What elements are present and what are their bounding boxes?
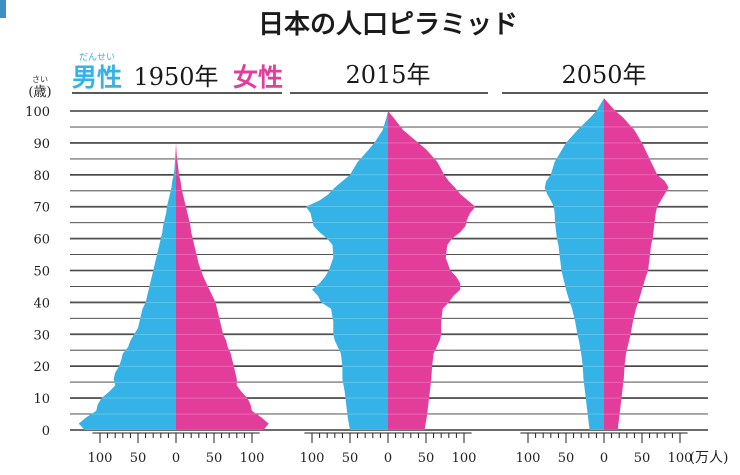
chart-title: 日本の人口ピラミッド <box>258 10 518 40</box>
x-tick-label-100: 100 <box>300 451 325 466</box>
x-tick-label-100: 100 <box>240 451 265 466</box>
panel-year-1950: 1950年 <box>133 63 218 91</box>
x-tick-label-0: 0 <box>384 451 392 466</box>
x-tick-label-50: 50 <box>634 451 651 466</box>
x-tick-label-0: 0 <box>600 451 608 466</box>
age-tick-0: 0 <box>42 424 50 439</box>
female-area-2050年 <box>604 98 669 431</box>
x-tick-label-100: 100 <box>516 451 541 466</box>
age-tick-90: 90 <box>33 137 50 152</box>
y-axis-ruby: さい <box>32 75 48 84</box>
female-area-1950年 <box>176 142 269 430</box>
panel-year-2050: 2050年 <box>561 61 646 89</box>
female-area-2015年 <box>388 111 476 430</box>
x-tick-label-50: 50 <box>418 451 435 466</box>
labels: 日本の人口ピラミッド さい (歳) だんせい 男性 1950年 女性 2015年… <box>25 10 728 466</box>
male-area-2050年 <box>544 98 604 431</box>
age-tick-80: 80 <box>33 169 50 184</box>
gridline-overlay <box>70 110 708 443</box>
age-tick-70: 70 <box>33 201 50 216</box>
age-tick-40: 40 <box>33 296 50 311</box>
male-area-2015年 <box>305 111 388 430</box>
age-tick-30: 30 <box>33 328 50 343</box>
x-tick-label-100: 100 <box>668 451 693 466</box>
x-tick-label-50: 50 <box>342 451 359 466</box>
x-tick-label-50: 50 <box>130 451 147 466</box>
legend-female: 女性 <box>233 63 283 92</box>
x-tick-label-100: 100 <box>88 451 113 466</box>
x-tick-label-100: 100 <box>452 451 477 466</box>
age-tick-50: 50 <box>33 265 50 280</box>
legend-male-ruby: だんせい <box>79 52 115 63</box>
age-tick-10: 10 <box>33 392 50 407</box>
age-tick-20: 20 <box>33 360 50 375</box>
x-tick-label-50: 50 <box>206 451 223 466</box>
age-tick-60: 60 <box>33 233 50 248</box>
y-axis-label: (歳) <box>28 85 51 100</box>
x-tick-label-0: 0 <box>172 451 180 466</box>
corner-accent <box>0 0 6 18</box>
pyramid-shapes <box>78 98 669 431</box>
male-area-1950年 <box>78 142 176 430</box>
panel-year-2015: 2015年 <box>345 61 430 89</box>
legend-male: 男性 <box>72 63 122 92</box>
x-tick-label-50: 50 <box>558 451 575 466</box>
age-tick-100: 100 <box>25 105 50 120</box>
x-axis-unit: (万人) <box>690 450 729 466</box>
